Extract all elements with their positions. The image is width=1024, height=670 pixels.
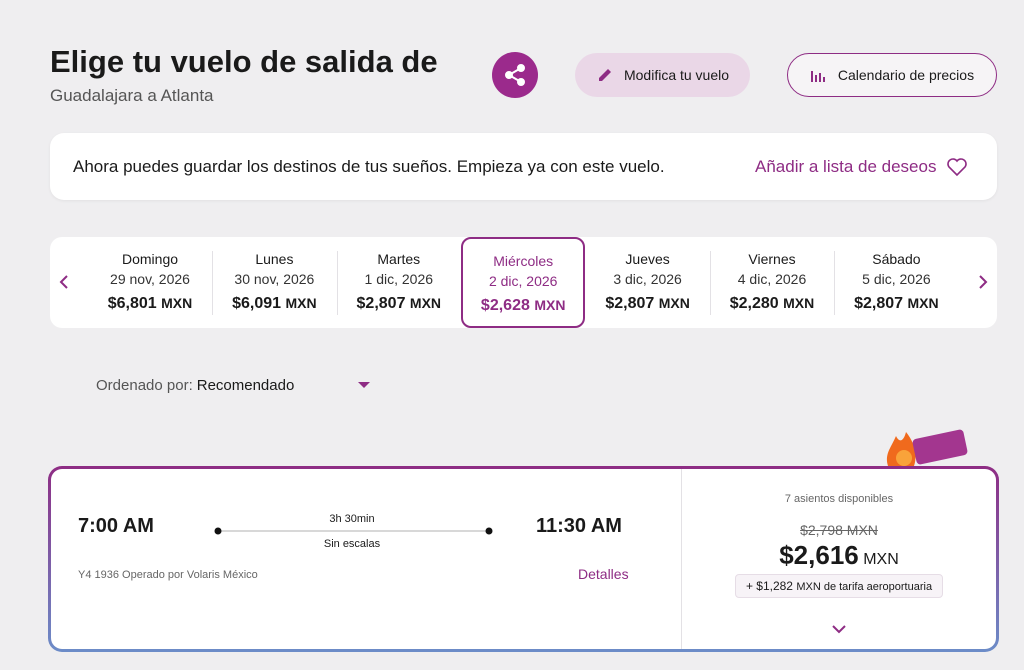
day-divider — [834, 251, 836, 315]
pencil-icon — [598, 69, 611, 81]
modify-flight-button[interactable]: Modifica tu vuelo — [575, 53, 750, 97]
fare-price: $2,628 MXN — [463, 297, 583, 315]
airport-fee: + $1,282 MXN de tarifa aeroportuaria — [735, 574, 943, 598]
price-currency: MXN — [783, 295, 815, 311]
button-label: Calendario de precios — [837, 67, 975, 83]
price-amount: $2,280 — [729, 295, 779, 312]
price-currency: MXN — [161, 295, 193, 311]
price: $2,616 MXN — [682, 540, 996, 571]
expand-arrow[interactable] — [831, 624, 847, 634]
fee-amount: + $1,282 — [745, 579, 793, 593]
date: 3 dic, 2026 — [613, 271, 682, 287]
date-option[interactable]: Miércoles 2 dic, 2026 $2,628 MXN — [461, 237, 586, 328]
date: 29 nov, 2026 — [110, 271, 190, 287]
price-currency: MXN — [658, 295, 690, 311]
price-currency: MXN — [285, 295, 317, 311]
date-option[interactable]: Domingo 29 nov, 2026 $6,801 MXN — [88, 237, 212, 328]
button-label: Modifica tu vuelo — [623, 67, 730, 83]
divider — [681, 469, 682, 649]
weekday: Martes — [377, 251, 421, 267]
day-divider — [212, 251, 214, 315]
date: 2 dic, 2026 — [488, 273, 558, 289]
page-title: Elige tu vuelo de salida de — [50, 44, 438, 79]
arrival-time: 11:30 AM — [536, 515, 622, 537]
stops: Sin escalas — [323, 538, 381, 550]
fee-label: MXN de tarifa aeroportuaria — [796, 581, 933, 593]
banner-text: Ahora puedes guardar los destinos de tus… — [73, 157, 665, 176]
date-option[interactable]: Jueves 3 dic, 2026 $2,807 MXN — [586, 237, 710, 328]
price-currency: MXN — [534, 297, 566, 313]
price-amount: $6,091 — [232, 295, 282, 312]
departure-time: 7:00 AM — [78, 515, 154, 537]
date-option[interactable]: Sábado 5 dic, 2026 $2,807 MXN — [834, 237, 958, 328]
flight-card-body: 7:00 AM 3h 30min Sin escalas 11:30 AM Y4… — [51, 469, 996, 649]
sort-control[interactable]: Ordenado por: Recomendado — [96, 377, 294, 394]
date: 4 dic, 2026 — [737, 271, 807, 287]
share-button[interactable] — [492, 52, 538, 98]
next-arrow[interactable] — [977, 274, 989, 290]
price-amount: $2,628 — [480, 297, 530, 314]
date-option[interactable]: Lunes 30 nov, 2026 $6,091 MXN — [212, 237, 336, 328]
prev-arrow[interactable] — [58, 274, 70, 290]
sort-value: Recomendado — [196, 377, 295, 394]
weekday: Sábado — [872, 251, 921, 267]
route-line — [214, 527, 493, 535]
share-icon — [505, 64, 525, 86]
date: 1 dic, 2026 — [364, 271, 434, 287]
price-amount: $2,807 — [854, 295, 904, 312]
wishlist-banner: Ahora puedes guardar los destinos de tus… — [50, 133, 997, 200]
price-currency: MXN — [863, 551, 899, 568]
link-label: Añadir a lista de deseos — [755, 157, 937, 176]
weekday: Lunes — [255, 251, 294, 267]
fare-price: $2,280 MXN — [710, 295, 834, 313]
fare-price: $2,807 MXN — [834, 295, 958, 313]
details-link[interactable]: Detalles — [578, 566, 629, 582]
duration: 3h 30min — [329, 513, 375, 525]
wishlist-link[interactable]: Añadir a lista de deseos — [755, 157, 968, 177]
sort-dropdown-arrow[interactable] — [357, 381, 371, 389]
price-currency: MXN — [409, 295, 442, 311]
date-option[interactable]: Viernes 4 dic, 2026 $2,280 MXN — [710, 237, 834, 328]
chart-icon — [810, 71, 825, 82]
price-amount: $2,807 — [605, 295, 655, 312]
weekday: Viernes — [748, 251, 796, 267]
weekday: Jueves — [625, 251, 670, 267]
sort-label: Ordenado por: — [96, 377, 193, 394]
day-divider — [710, 251, 711, 315]
original-price: $2,798 MXN — [800, 522, 878, 538]
fare-price: $6,801 MXN — [88, 295, 212, 313]
fare-price: $2,807 MXN — [586, 295, 710, 313]
date: 30 nov, 2026 — [234, 271, 315, 287]
date-option[interactable]: Martes 1 dic, 2026 $2,807 MXN — [337, 237, 461, 328]
flight-info: Y4 1936 Operado por Volaris México — [78, 569, 258, 581]
price-currency: MXN — [907, 295, 939, 311]
heart-icon — [947, 158, 968, 177]
date-strip: Domingo 29 nov, 2026 $6,801 MXN Lunes 30 nov… — [50, 237, 997, 328]
weekday: Domingo — [121, 251, 179, 267]
flight-card[interactable]: 7:00 AM 3h 30min Sin escalas 11:30 AM Y4… — [48, 466, 999, 652]
day-divider — [336, 251, 338, 315]
price-calendar-button[interactable]: Calendario de precios — [787, 53, 997, 97]
price-amount: $6,801 — [107, 295, 157, 312]
weekday: Miércoles — [493, 253, 554, 269]
route: Guadalajara a Atlanta — [50, 86, 214, 105]
price-amount: $2,807 — [356, 295, 406, 312]
hot-tickets-badge — [886, 429, 968, 466]
price-amount: $2,616 — [779, 540, 859, 570]
fare-price: $2,807 MXN — [337, 295, 461, 313]
date: 5 dic, 2026 — [862, 271, 931, 287]
seats-available: 7 asientos disponibles — [784, 493, 894, 505]
fare-price: $6,091 MXN — [212, 295, 336, 313]
